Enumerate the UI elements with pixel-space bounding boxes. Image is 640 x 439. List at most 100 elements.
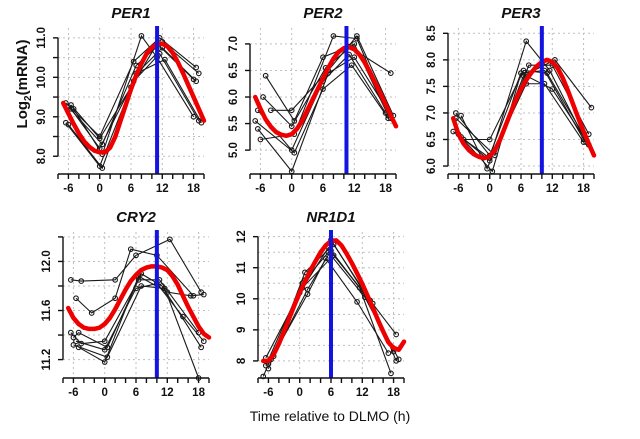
subject-point xyxy=(262,72,269,79)
x-tick-label: -6 xyxy=(453,183,463,195)
subject-point xyxy=(99,165,106,171)
x-tick-label: 12 xyxy=(156,183,169,195)
subject-trace xyxy=(270,34,394,116)
chart-title: CRY2 xyxy=(116,209,156,226)
x-tick-label: 12 xyxy=(348,183,361,195)
subject-point xyxy=(544,70,550,76)
subject-trace xyxy=(75,248,194,314)
y-tick-label: 8.0 xyxy=(426,52,438,68)
subject-point xyxy=(68,102,74,108)
subject-point xyxy=(351,41,358,47)
y-tick-label: 9 xyxy=(236,327,248,333)
x-tick-label: 0 xyxy=(297,387,303,399)
mean-curve xyxy=(260,238,407,364)
x-tick-label: 6 xyxy=(518,183,524,195)
y-tick-label: 11.0 xyxy=(36,27,48,49)
y-tick-label: 12 xyxy=(236,230,248,243)
chart-per1: -6 0 6 12 18 8.0 9.0 10.0 11.0 PER1 xyxy=(36,5,207,195)
subject-point xyxy=(73,338,79,345)
y-tick-label: 6.5 xyxy=(228,62,240,79)
x-tick-label: 0 xyxy=(97,183,103,195)
subject-point xyxy=(304,291,311,297)
subject-point xyxy=(268,107,274,114)
subject-trace xyxy=(463,69,587,141)
x-tick-label: 0 xyxy=(102,387,108,399)
subject-point xyxy=(138,33,145,39)
subject-point xyxy=(348,62,355,69)
x-tick-label: 6 xyxy=(128,183,134,195)
subject-point xyxy=(138,283,145,289)
y-tick-label: 7.5 xyxy=(426,78,438,95)
subject-point xyxy=(260,94,266,100)
subject-point xyxy=(127,246,134,253)
subject-point xyxy=(252,118,259,124)
x-tick-label: 18 xyxy=(187,183,200,195)
chart-title: PER2 xyxy=(303,5,343,22)
x-tick-label: -6 xyxy=(68,387,78,399)
subject-point xyxy=(193,64,200,71)
chart-title: PER1 xyxy=(111,5,150,22)
chart-nr1d1: -6 0 6 12 18 8 9 10 11 12 NR1D1 xyxy=(236,209,407,399)
subject-point xyxy=(387,70,394,76)
subject-point xyxy=(75,344,82,351)
y-tick-label: 6.0 xyxy=(228,89,240,105)
y-tick-label: 10.0 xyxy=(36,66,48,88)
x-tick-label: 12 xyxy=(161,387,174,399)
y-tick-label: 8 xyxy=(236,357,248,364)
y-tick-label: 7.0 xyxy=(426,105,438,121)
subject-point xyxy=(75,329,82,336)
subject-trace xyxy=(73,285,200,379)
subject-point xyxy=(162,56,168,63)
subject-trace xyxy=(460,83,585,162)
chart-per2: -6 0 6 12 18 5.0 5.5 6.0 6.5 7.0 PER2 xyxy=(228,5,399,195)
mean-curve xyxy=(450,57,597,161)
subject-point xyxy=(96,135,103,142)
subject-point xyxy=(254,126,261,132)
y-tick-label: 5.0 xyxy=(228,142,240,158)
subject-trace xyxy=(455,64,590,157)
x-axis-label: Time relative to DLMO (h) xyxy=(249,408,411,424)
subject-point xyxy=(67,276,74,283)
mean-curve xyxy=(60,41,207,155)
subject-point xyxy=(393,358,400,364)
y-tick-label: 10 xyxy=(236,292,248,305)
subject-point xyxy=(133,252,139,259)
subject-trace xyxy=(452,40,587,159)
subject-point xyxy=(354,35,360,42)
x-tick-label: 12 xyxy=(356,387,369,399)
subject-point xyxy=(195,70,202,77)
subject-point xyxy=(65,121,72,128)
subject-point xyxy=(78,278,85,284)
subject-point xyxy=(70,334,77,341)
y-tick-label: 5.5 xyxy=(228,115,240,132)
subject-point xyxy=(354,299,360,305)
subject-point xyxy=(198,344,205,351)
x-tick-label: 6 xyxy=(328,387,334,399)
y-tick-label: 8.0 xyxy=(36,148,48,164)
subject-point xyxy=(101,359,108,365)
subject-trace xyxy=(70,238,202,293)
subject-point xyxy=(187,292,194,299)
subject-point xyxy=(330,33,337,39)
subject-point xyxy=(180,313,186,320)
subject-point xyxy=(190,76,197,83)
x-tick-label: 18 xyxy=(192,387,205,399)
subject-point xyxy=(351,54,358,61)
y-tick-label: 6.5 xyxy=(426,131,438,148)
subject-point xyxy=(288,107,295,114)
subject-point xyxy=(291,149,298,156)
subject-trace xyxy=(73,34,195,156)
x-tick-label: 6 xyxy=(320,183,326,195)
subject-point xyxy=(112,276,118,283)
x-tick-label: -6 xyxy=(63,183,73,195)
y-tick-label: 11.6 xyxy=(41,300,53,322)
subject-point xyxy=(452,110,459,116)
subject-point xyxy=(112,295,118,302)
subject-point xyxy=(88,310,95,316)
subject-point xyxy=(520,67,527,74)
x-tick-label: -6 xyxy=(263,387,273,399)
subject-point xyxy=(486,136,493,143)
x-tick-label: -6 xyxy=(255,183,265,195)
x-tick-label: 18 xyxy=(379,183,392,195)
y-tick-label: 7.0 xyxy=(228,36,240,52)
